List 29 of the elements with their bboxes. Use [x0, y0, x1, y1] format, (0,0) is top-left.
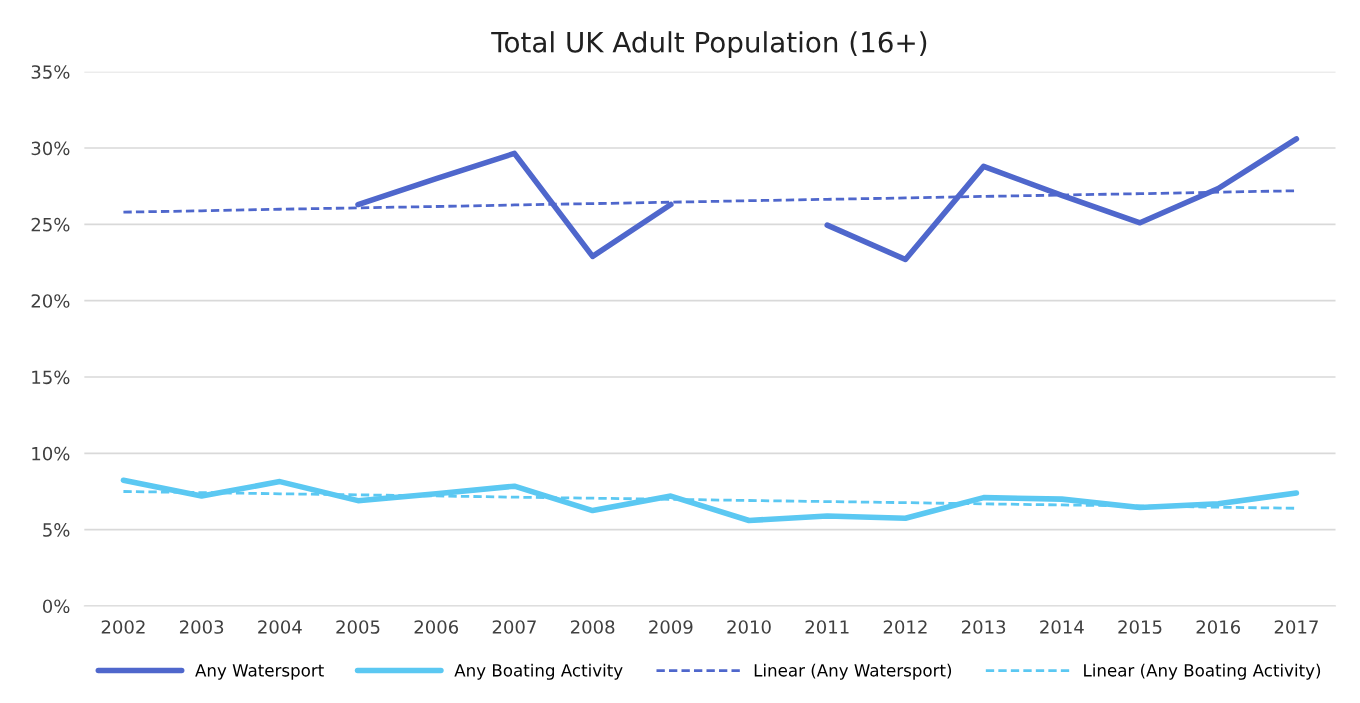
y-tick-label: 35% — [31, 65, 70, 79]
x-tick-label: 2017 — [1274, 620, 1318, 634]
legend-label: Any Boating Activity — [454, 663, 623, 680]
x-tick-label: 2003 — [179, 620, 224, 634]
y-tick-label: 5% — [43, 523, 70, 537]
x-tick-label: 2011 — [805, 620, 849, 634]
x-tick-label: 2007 — [492, 620, 536, 634]
x-tick-label: 2002 — [101, 620, 145, 634]
legend-label: Linear (Any Boating Activity) — [1084, 663, 1321, 680]
x-tick-label: 2012 — [883, 620, 927, 634]
x-tick-label: 2013 — [961, 620, 1006, 634]
x-tick-label: 2004 — [258, 620, 302, 634]
x-tick-label: 2006 — [414, 620, 459, 634]
legend-label: Linear (Any Watersport) — [754, 663, 952, 680]
x-tick-label: 2016 — [1196, 620, 1241, 634]
x-tick-label: 2009 — [649, 620, 693, 634]
y-tick-label: 30% — [31, 141, 70, 156]
x-tick-label: 2015 — [1118, 620, 1162, 634]
y-tick-label: 15% — [32, 370, 70, 385]
x-tick-label: 2005 — [336, 620, 380, 634]
x-tick-label: 2010 — [727, 620, 771, 634]
y-tick-label: 20% — [31, 294, 70, 308]
x-tick-label: 2008 — [570, 620, 615, 634]
y-tick-label: 0% — [42, 599, 70, 614]
y-tick-label: 25% — [31, 217, 70, 232]
chart-title: Total UK Adult Population (16+) — [491, 31, 927, 59]
legend-label: Any Watersport — [195, 664, 324, 680]
y-tick-label: 10% — [32, 446, 70, 461]
x-tick-label: 2014 — [1040, 620, 1084, 634]
